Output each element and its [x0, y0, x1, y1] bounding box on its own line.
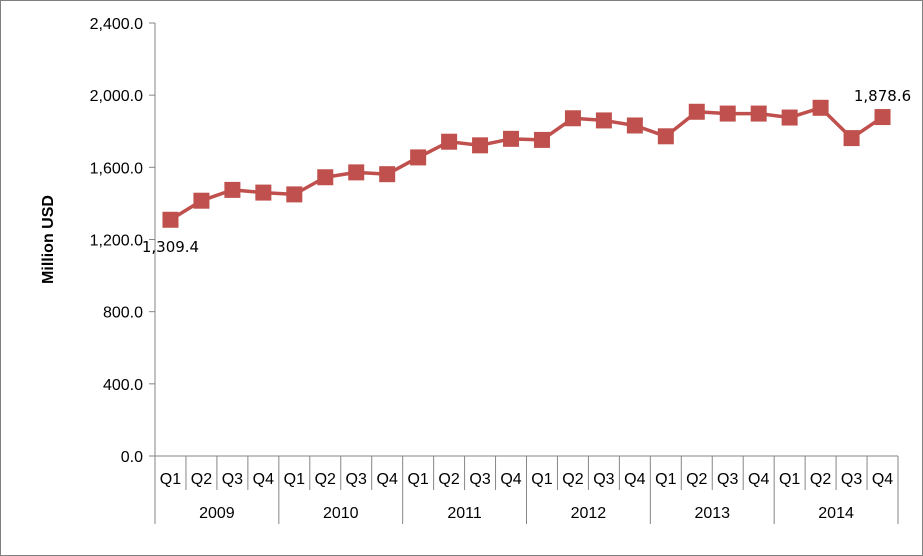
data-point-marker	[224, 181, 241, 198]
data-point-marker	[379, 166, 396, 183]
data-point-marker	[719, 105, 736, 122]
x-tick-label-quarter: Q2	[562, 471, 583, 488]
x-tick-label-year: 2014	[818, 505, 854, 522]
y-tick-label: 0.0	[121, 449, 143, 466]
x-tick-label-quarter: Q2	[191, 471, 212, 488]
data-point-marker	[750, 105, 767, 122]
data-point-marker	[812, 99, 829, 116]
x-tick-label-quarter: Q3	[593, 471, 614, 488]
x-tick-label-quarter: Q1	[160, 471, 181, 488]
data-point-marker	[193, 192, 210, 209]
x-tick-label-quarter: Q4	[377, 471, 398, 488]
data-point-marker	[410, 149, 427, 166]
data-point-marker	[564, 110, 581, 127]
data-point-marker	[162, 211, 179, 228]
y-tick-label: 1,200.0	[90, 233, 143, 250]
data-point-marker	[533, 131, 550, 148]
data-point-marker	[255, 184, 272, 201]
data-point-marker	[317, 169, 334, 186]
y-tick-label: 800.0	[103, 305, 143, 322]
x-tick-label-quarter: Q3	[841, 471, 862, 488]
x-tick-label-quarter: Q2	[686, 471, 707, 488]
data-point-marker	[657, 128, 674, 145]
x-tick-label-quarter: Q1	[779, 471, 800, 488]
x-tick-label-quarter: Q1	[655, 471, 676, 488]
x-tick-label-quarter: Q4	[624, 471, 645, 488]
x-tick-label-quarter: Q3	[346, 471, 367, 488]
x-tick-label-quarter: Q2	[810, 471, 831, 488]
x-tick-label-quarter: Q4	[253, 471, 274, 488]
x-tick-label-quarter: Q4	[748, 471, 769, 488]
y-tick-label: 2,400.0	[90, 16, 143, 33]
x-tick-label-quarter: Q3	[717, 471, 738, 488]
x-tick-label-quarter: Q1	[531, 471, 552, 488]
x-tick-label-quarter: Q1	[407, 471, 428, 488]
series-line	[169, 106, 884, 222]
data-label: 1,309.4	[142, 238, 199, 256]
data-point-marker	[348, 164, 365, 181]
x-tick-label-quarter: Q3	[222, 471, 243, 488]
x-tick-label-quarter: Q4	[500, 471, 521, 488]
y-tick-label: 1,600.0	[90, 160, 143, 177]
x-tick-label-quarter: Q4	[872, 471, 893, 488]
x-tick-label-quarter: Q2	[438, 471, 459, 488]
y-axis-title: Million USD	[40, 195, 57, 284]
x-tick-label-year: 2013	[694, 505, 730, 522]
x-tick-label-quarter: Q1	[284, 471, 305, 488]
x-tick-label-year: 2011	[447, 505, 482, 522]
y-tick-label: 400.0	[103, 377, 143, 394]
data-point-marker	[688, 103, 705, 120]
data-point-marker	[472, 137, 489, 154]
x-tick-label-quarter: Q2	[315, 471, 336, 488]
data-point-marker	[626, 117, 643, 134]
data-point-marker	[286, 186, 303, 203]
data-point-marker	[843, 130, 860, 147]
data-point-marker	[595, 112, 612, 129]
x-tick-label-quarter: Q3	[469, 471, 490, 488]
x-tick-label-year: 2010	[323, 505, 359, 522]
x-tick-label-year: 2009	[199, 505, 235, 522]
y-tick-label: 2,000.0	[90, 88, 143, 105]
x-tick-label-year: 2012	[571, 505, 607, 522]
data-point-marker	[503, 130, 520, 147]
data-point-marker	[441, 133, 458, 150]
data-point-marker	[781, 109, 798, 126]
data-label: 1,878.6	[854, 87, 911, 105]
data-point-marker	[874, 109, 891, 126]
